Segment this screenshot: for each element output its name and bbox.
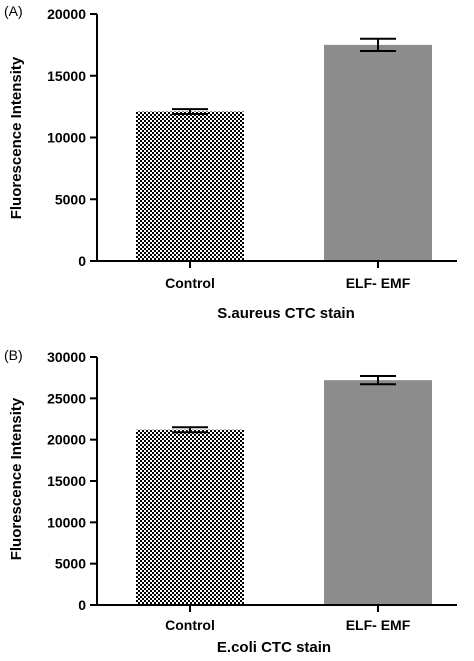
chart-panel-b: (B) Fluorescence Intensity E.coli CTC st… [0, 340, 474, 661]
x-tick-label: Control [165, 275, 215, 291]
x-tick-label: ELF- EMF [346, 275, 411, 291]
panel-label: (B) [4, 347, 23, 363]
chart-b-svg: (B) Fluorescence Intensity E.coli CTC st… [4, 347, 457, 656]
y-tick-label: 10000 [47, 514, 86, 530]
bar-elf-emf [324, 44, 432, 261]
y-tick-label: 10000 [47, 130, 86, 146]
y-tick-label: 0 [78, 253, 86, 269]
bar-control [136, 111, 244, 261]
x-tick-label: ELF- EMF [346, 617, 411, 633]
y-axis-title: Fluorescence Intensity [8, 56, 25, 219]
y-tick-label: 0 [78, 597, 86, 613]
x-axis-title: E.coli CTC stain [217, 639, 331, 656]
y-tick-label: 20000 [47, 6, 86, 22]
y-tick-label: 15000 [47, 68, 86, 84]
bar-control [136, 429, 244, 605]
y-tick-label: 30000 [47, 349, 86, 365]
y-tick-label: 5000 [55, 556, 86, 572]
chart-a-svg: (A) Fluorescence Intensity S.aureus CTC … [4, 3, 457, 322]
x-axis-title: S.aureus CTC stain [217, 305, 355, 322]
y-tick-label: 25000 [47, 390, 86, 406]
y-tick-label: 15000 [47, 473, 86, 489]
x-tick-label: Control [165, 617, 215, 633]
panel-label: (A) [4, 3, 23, 19]
y-tick-label: 5000 [55, 191, 86, 207]
chart-panel-a: (A) Fluorescence Intensity S.aureus CTC … [0, 0, 474, 330]
y-axis-title: Fluorescence Intensity [8, 397, 25, 560]
y-tick-label: 20000 [47, 432, 86, 448]
bar-elf-emf [324, 380, 432, 605]
